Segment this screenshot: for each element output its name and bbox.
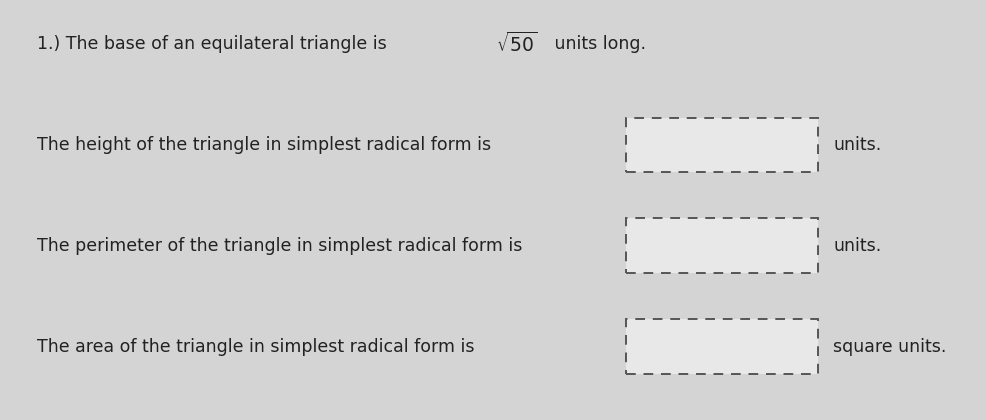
Text: square units.: square units. — [833, 338, 947, 355]
Bar — [626, 218, 818, 273]
Text: units long.: units long. — [549, 35, 647, 53]
Text: The height of the triangle in simplest radical form is: The height of the triangle in simplest r… — [37, 136, 492, 154]
Bar — [626, 319, 818, 374]
Text: units.: units. — [833, 136, 881, 154]
Bar — [626, 118, 818, 172]
Text: units.: units. — [833, 237, 881, 255]
Text: The area of the triangle in simplest radical form is: The area of the triangle in simplest rad… — [37, 338, 475, 355]
Text: $\sqrt{50}$: $\sqrt{50}$ — [496, 32, 537, 56]
Text: The perimeter of the triangle in simplest radical form is: The perimeter of the triangle in simples… — [37, 237, 523, 255]
Text: 1.) The base of an equilateral triangle is: 1.) The base of an equilateral triangle … — [37, 35, 392, 53]
